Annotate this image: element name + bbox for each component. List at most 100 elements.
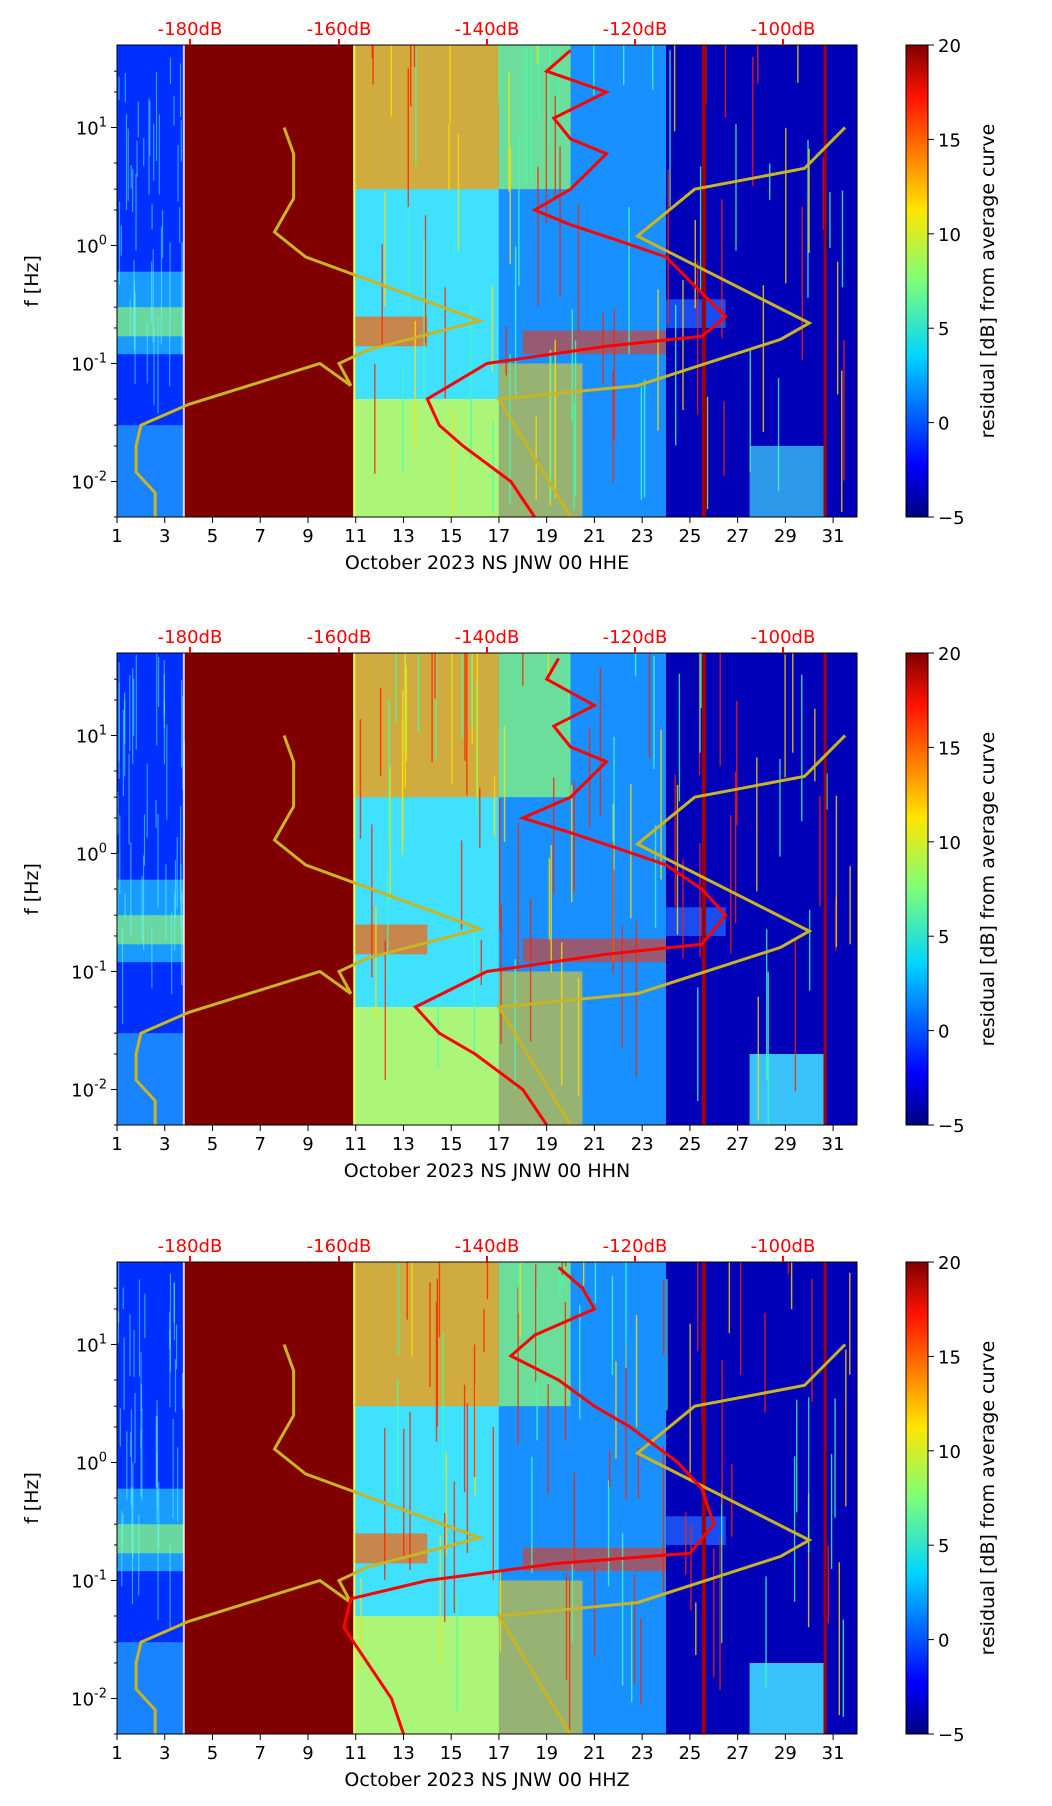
heatmap-streak [124, 699, 126, 777]
heatmap-streak [699, 166, 702, 292]
heatmap-streak [153, 123, 155, 181]
colorbar-tick-label: −5 [938, 508, 965, 529]
heatmap-streak [599, 667, 602, 817]
heatmap-streak [461, 653, 463, 738]
heatmap-data-gap [183, 45, 354, 517]
noise-model-low-curve [134, 734, 485, 1125]
x-tick-label: 11 [344, 1134, 367, 1155]
heatmap-streak [613, 308, 616, 439]
heatmap-streak [140, 1429, 142, 1497]
top-db-tick-label: -100dB [751, 1236, 816, 1257]
top-db-tick-label: -180dB [158, 19, 223, 40]
colorbar-label: residual [dB] from average curve [977, 124, 999, 439]
y-tick-label: 100 [76, 841, 107, 865]
heatmap-streak [777, 377, 780, 492]
heatmap-streak [436, 1278, 439, 1427]
heatmap-streak [158, 114, 160, 195]
heatmap-streak [132, 668, 134, 765]
heatmap-streak [397, 1262, 400, 1355]
heatmap-streak [518, 134, 520, 286]
heatmap-streak [122, 1287, 124, 1309]
heatmap-streak [451, 409, 454, 517]
heatmap-streak [568, 1576, 571, 1733]
heatmap-streak [407, 68, 409, 207]
heatmap-streak [404, 653, 407, 788]
heatmap-streak [157, 657, 160, 707]
heatmap-streak [129, 675, 131, 751]
heatmap-streak [442, 1332, 444, 1479]
heatmap-streak [719, 1537, 721, 1690]
colorbar-tick-label: 0 [938, 1631, 949, 1652]
heatmap-low-active [353, 1616, 499, 1734]
heatmap-streak [565, 1262, 567, 1267]
heatmap-streak [402, 367, 404, 472]
heatmap-streak [785, 127, 787, 284]
heatmap-streak [577, 977, 580, 1097]
heatmap-low-right [749, 445, 824, 517]
heatmap-streak [553, 777, 555, 894]
heatmap-streak [841, 370, 843, 513]
heatmap-streak [721, 199, 723, 339]
heatmap-streak [171, 912, 173, 995]
heatmap-streak [128, 753, 130, 845]
heatmap-streak [457, 134, 460, 251]
heatmap-streak [123, 1337, 125, 1410]
top-db-tick-label: -160dB [307, 1236, 372, 1257]
heatmap-streak [548, 858, 551, 940]
heatmap-high-middle [498, 653, 571, 798]
heatmap-streak [793, 1456, 796, 1602]
colorbar [906, 653, 928, 1125]
heatmap-streak [491, 286, 493, 372]
heatmap-streak [635, 1315, 638, 1428]
heatmap-streak [561, 942, 563, 1086]
y-tick-label: 101 [76, 723, 107, 747]
heatmap-band-left-peak [117, 915, 184, 945]
heatmap-streak [146, 763, 148, 838]
heatmap-streak [466, 1403, 469, 1553]
heatmap-low-left [117, 1642, 184, 1734]
heatmap-streak [182, 1373, 184, 1410]
heatmap-edge-line [182, 653, 185, 1125]
heatmap-streak [814, 708, 816, 782]
heatmap-streak [779, 759, 781, 857]
heatmap-streak [122, 709, 124, 797]
psd-average-curve [342, 1266, 716, 1734]
heatmap-streak [130, 165, 132, 189]
heatmap-streak [534, 1264, 537, 1382]
heatmap-streak [739, 1262, 742, 1375]
x-axis-label: October 2023 NS JNW 00 HHZ [344, 1769, 629, 1791]
heatmap-streak [749, 349, 751, 472]
heatmap-streak [565, 1572, 568, 1680]
x-tick-label: 13 [392, 1743, 415, 1764]
heatmap-streak [375, 906, 377, 1020]
heatmap-streak [176, 1324, 178, 1369]
heatmap-streak [431, 653, 433, 763]
heatmap-streak [607, 1480, 610, 1587]
colorbar-label: residual [dB] from average curve [977, 732, 999, 1047]
noise-model-high-curve [496, 1343, 847, 1734]
heatmap-streak [849, 1272, 851, 1375]
heatmap-streak [682, 279, 684, 411]
heatmap-streak [411, 1262, 413, 1357]
heatmap-streak [143, 814, 146, 866]
heatmap-streak [678, 673, 681, 802]
heatmap-streak [827, 1545, 829, 1624]
heatmap-streak [406, 1262, 408, 1320]
x-tick-label: 13 [392, 526, 415, 547]
heatmap-streak [395, 653, 397, 723]
heatmap-streak [138, 1514, 140, 1596]
heatmap-data-gap [183, 1262, 354, 1734]
heatmap-streak [557, 45, 559, 129]
heatmap-streak [463, 1384, 466, 1493]
heatmap-streak [613, 736, 615, 870]
heatmap-streak [735, 124, 737, 251]
x-tick-label: 5 [207, 526, 218, 547]
heatmap-event-line [701, 45, 706, 517]
heatmap-streak [181, 890, 183, 986]
heatmap-streak [654, 825, 657, 928]
heatmap-streak [548, 45, 551, 145]
x-tick-label: 9 [302, 1134, 313, 1155]
heatmap-streak [174, 860, 177, 918]
heatmap-streak [579, 1304, 581, 1419]
